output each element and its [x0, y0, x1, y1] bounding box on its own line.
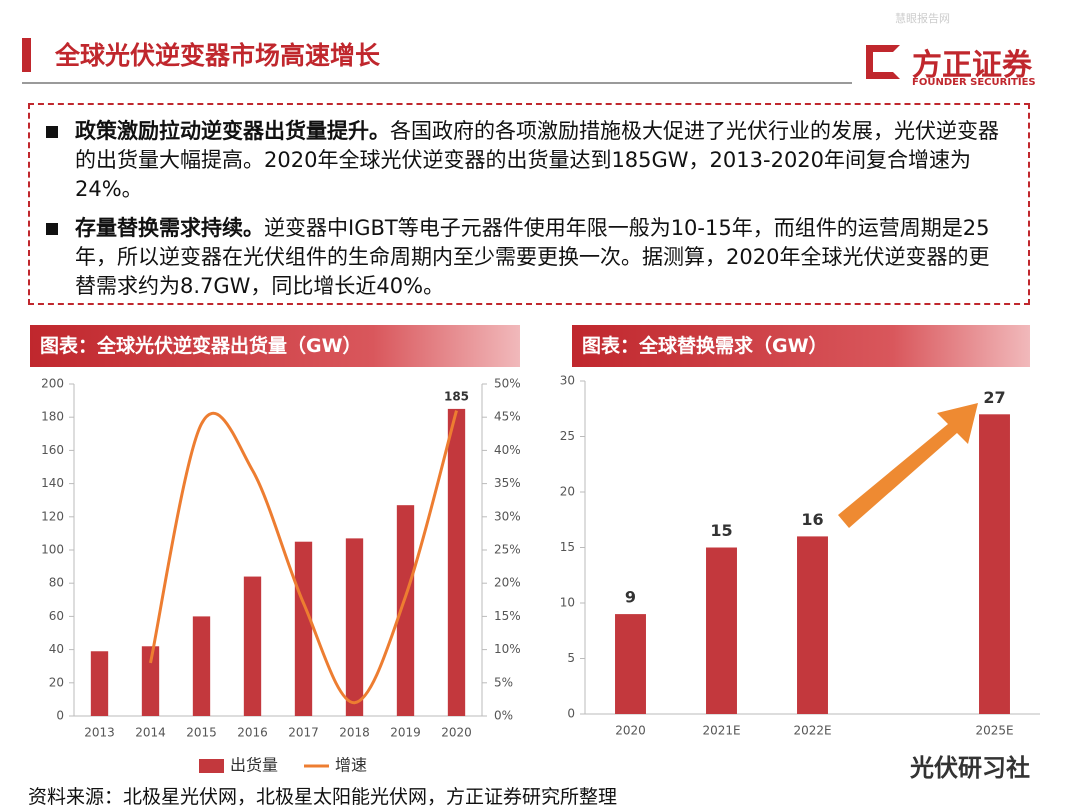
- y2-tick-label: 15%: [494, 609, 521, 623]
- y-tick-label: 120: [41, 509, 64, 523]
- bullet-lead: 存量替换需求持续。: [75, 216, 264, 240]
- bar: [192, 616, 211, 716]
- bullet: 政策激励拉动逆变器出货量提升。各国政府的各项激励措施极大促进了光伏行业的发展，光…: [46, 117, 1006, 204]
- y-tick-label: 180: [41, 410, 64, 424]
- y-tick-label: 20: [49, 675, 64, 689]
- bullet-text: 逆变器中IGBT等电子元器件使用年限一般为10-15年，而组件的运营周期是25年…: [75, 216, 990, 298]
- bar: [294, 541, 313, 716]
- y2-tick-label: 0%: [494, 709, 513, 723]
- logo: 方正证券: [912, 48, 1032, 83]
- bar: [345, 538, 364, 716]
- y-tick-label: 80: [49, 576, 64, 590]
- bar: [141, 646, 160, 716]
- bar: [706, 547, 737, 714]
- bar: [396, 505, 415, 716]
- source: 资料来源：北极星光伏网，北极星太阳能光伏网，方正证券研究所整理: [28, 786, 618, 808]
- y-tick-label: 160: [41, 443, 64, 457]
- bar: [797, 536, 828, 714]
- legend-label: 增速: [335, 756, 367, 775]
- data-label: 27: [983, 388, 1005, 407]
- y2-tick-label: 50%: [494, 377, 521, 391]
- y-tick-label: 0: [567, 707, 575, 721]
- x-tick-label: 2018: [339, 726, 370, 740]
- text-box: [28, 103, 1030, 305]
- x-tick-label: 2021E: [702, 724, 740, 738]
- chart-title: 图表：全球光伏逆变器出货量（GW）: [30, 325, 520, 367]
- y2-tick-label: 40%: [494, 443, 521, 457]
- bullet-lead: 政策激励拉动逆变器出货量提升。: [75, 119, 390, 143]
- bar: [979, 414, 1010, 714]
- bar: [615, 614, 646, 714]
- logo-en: FOUNDER SECURITIES: [912, 77, 1036, 88]
- slide-title: 全球光伏逆变器市场高速增长: [55, 41, 381, 70]
- y-tick-label: 200: [41, 377, 64, 391]
- arrow: [838, 403, 978, 528]
- data-label: 185: [444, 389, 469, 403]
- y-tick-label: 0: [56, 709, 64, 723]
- y-tick-label: 15: [560, 540, 575, 554]
- y2-tick-label: 10%: [494, 642, 521, 656]
- bar: [243, 576, 262, 716]
- chart-title: 图表：全球替换需求（GW）: [572, 325, 1030, 367]
- y-tick-label: 30: [560, 374, 575, 388]
- bar: [447, 408, 466, 716]
- y-tick-label: 40: [49, 642, 64, 656]
- x-tick-label: 2017: [288, 726, 319, 740]
- data-label: 15: [710, 521, 732, 540]
- y2-tick-label: 30%: [494, 509, 521, 523]
- x-tick-label: 2014: [135, 726, 166, 740]
- wechat-watermark: 光伏研习社: [910, 754, 1030, 782]
- x-tick-label: 2019: [390, 726, 421, 740]
- bullet-text: 各国政府的各项激励措施极大促进了光伏行业的发展，光伏逆变器的出货量大幅提高。20…: [75, 119, 999, 201]
- bar: [90, 651, 109, 716]
- x-tick-label: 2020: [615, 724, 646, 738]
- logo-mark: [866, 45, 900, 79]
- title-accent: [22, 38, 31, 72]
- data-label: 16: [801, 510, 823, 529]
- y2-tick-label: 25%: [494, 543, 521, 557]
- y-tick-label: 20: [560, 485, 575, 499]
- y2-tick-label: 45%: [494, 410, 521, 424]
- data-label: 9: [625, 588, 636, 607]
- x-tick-label: 2020: [441, 726, 472, 740]
- legend-label: 出货量: [230, 756, 278, 775]
- title-rule: [22, 82, 852, 84]
- y2-tick-label: 35%: [494, 476, 521, 490]
- y-tick-label: 10: [560, 596, 575, 610]
- y-tick-label: 100: [41, 543, 64, 557]
- x-tick-label: 2013: [84, 726, 115, 740]
- y-tick-label: 25: [560, 429, 575, 443]
- y-tick-label: 60: [49, 609, 64, 623]
- line: [149, 410, 458, 705]
- y2-tick-label: 5%: [494, 675, 513, 689]
- y-tick-label: 140: [41, 476, 64, 490]
- y2-tick-label: 20%: [494, 576, 521, 590]
- x-tick-label: 2022E: [793, 724, 831, 738]
- x-tick-label: 2025E: [975, 724, 1013, 738]
- x-tick-label: 2016: [237, 726, 268, 740]
- legend-swatch: [199, 759, 224, 773]
- y-tick-label: 5: [567, 651, 575, 665]
- x-tick-label: 2015: [186, 726, 217, 740]
- bullet: 存量替换需求持续。逆变器中IGBT等电子元器件使用年限一般为10-15年，而组件…: [46, 214, 1006, 301]
- watermark: 慧眼报告网: [895, 12, 950, 25]
